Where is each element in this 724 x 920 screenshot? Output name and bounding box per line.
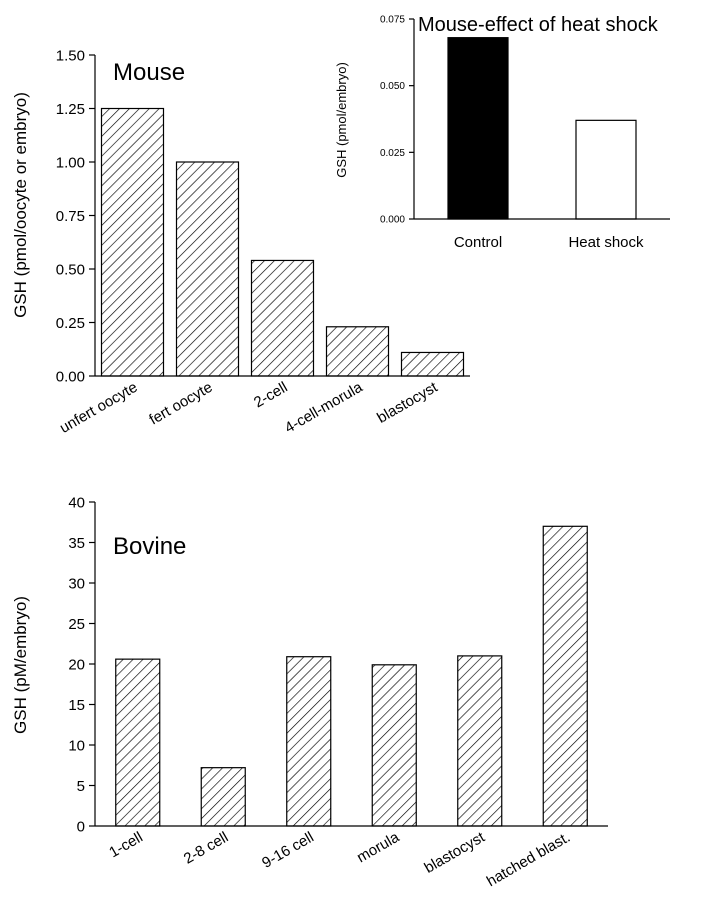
heat-shock-inset-chart: Mouse-effect of heat shock GSH (pmol/emb… [334,14,670,251]
inset-x-tick-label-control: Control [454,234,502,251]
bovine-x-tick-label-9-16-cell: 9-16 cell [259,829,317,872]
bovine-y-tick-label: 30 [68,575,85,592]
inset-title: Mouse-effect of heat shock [418,14,659,36]
mouse-y-tick-label: 0.50 [56,261,85,278]
inset-bars [447,37,637,220]
inset-x-ticks: Control Heat shock [454,234,644,251]
bovine-y-ticks: 0 5 10 15 20 25 30 35 40 [68,494,95,835]
bovine-x-tick-label-1-cell: 1-cell [106,829,146,862]
bovine-y-tick-label: 40 [68,494,85,511]
mouse-chart: Mouse GSH (pmol/oocyte or embryo) 0.000.… [11,47,470,437]
mouse-panel-label: Mouse [113,59,185,86]
bovine-y-tick-label: 0 [77,818,85,835]
bovine-panel-label: Bovine [113,533,186,560]
inset-y-tick-label: 0.000 [380,215,405,226]
bovine-bar-9-16-cell [286,656,332,827]
mouse-bar-blastocyst [400,351,465,377]
mouse-y-tick-label: 0.00 [56,368,85,385]
bovine-bar-2-8-cell [200,767,246,827]
inset-bar-heat-shock [575,119,637,220]
bovine-chart: Bovine GSH (pM/embryo) 0510152025303540 … [11,494,608,890]
bovine-x-tick-label-blastocyst: blastocyst [421,828,488,876]
mouse-y-ticks: 0.00 0.25 0.50 0.75 1.00 1.25 1.50 [56,47,95,385]
bovine-y-tick-label: 5 [77,778,85,795]
inset-x-tick-label-heat-shock: Heat shock [568,234,644,251]
inset-y-axis-label: GSH (pmol/embryo) [334,62,349,178]
mouse-bar-unfert-oocyte [100,107,165,377]
mouse-bars [100,107,465,377]
mouse-x-tick-label-2-cell: 2-cell [251,379,291,412]
mouse-y-tick-label: 0.25 [56,315,85,332]
bovine-bar-blastocyst [457,655,503,827]
bovine-y-tick-label: 10 [68,737,85,754]
inset-y-tick-label: 0.075 [380,15,405,26]
bovine-x-tick-label-morula: morula [354,828,403,866]
mouse-y-axis-label: GSH (pmol/oocyte or embryo) [11,92,30,318]
inset-y-tick-label: 0.050 [380,81,405,92]
bovine-y-tick-label: 15 [68,697,85,714]
mouse-x-tick-label-fert-oocyte: fert oocyte [146,379,215,429]
bovine-bar-morula [371,664,417,827]
mouse-bar-2-cell [250,259,315,377]
bovine-bar-hatched-blast [542,525,588,827]
mouse-y-tick-label: 1.50 [56,47,85,64]
mouse-x-ticks: unfert oocyte fert oocyte 2-cell4-cell-mor… [57,378,441,436]
mouse-y-tick-label: 0.75 [56,208,85,225]
mouse-bar-fert-oocyte [175,161,240,377]
bovine-bars [115,525,588,827]
bovine-y-axis-label: GSH (pM/embryo) [11,596,30,734]
mouse-x-tick-label-blastocyst: blastocyst [374,378,441,426]
inset-y-tick-label: 0.025 [380,148,405,159]
mouse-bar-4-cell-morula [325,326,390,377]
mouse-x-tick-label-unfert-oocyte: unfert oocyte [57,379,141,437]
bovine-y-tick-label: 35 [68,535,85,552]
bovine-bar-1-cell [115,658,161,827]
mouse-x-tick-label-4-cell-morula: 4-cell-morula [282,378,366,436]
mouse-y-tick-label: 1.25 [56,101,85,118]
bovine-x-tick-label-2-8-cell: 2-8 cell [181,829,231,868]
mouse-y-tick-label: 1.00 [56,154,85,171]
bovine-x-tick-label-hatched-blast: hatched blast. [484,829,573,890]
bovine-x-ticks: 1-cell 2-8 cell 9-16 cell morula blastocysth… [106,828,573,890]
bovine-y-tick-label: 25 [68,616,85,633]
inset-bar-control [447,37,509,220]
bovine-y-tick-label: 20 [68,656,85,673]
inset-y-ticks: 0.000 0.025 0.050 0.075 [380,15,414,226]
